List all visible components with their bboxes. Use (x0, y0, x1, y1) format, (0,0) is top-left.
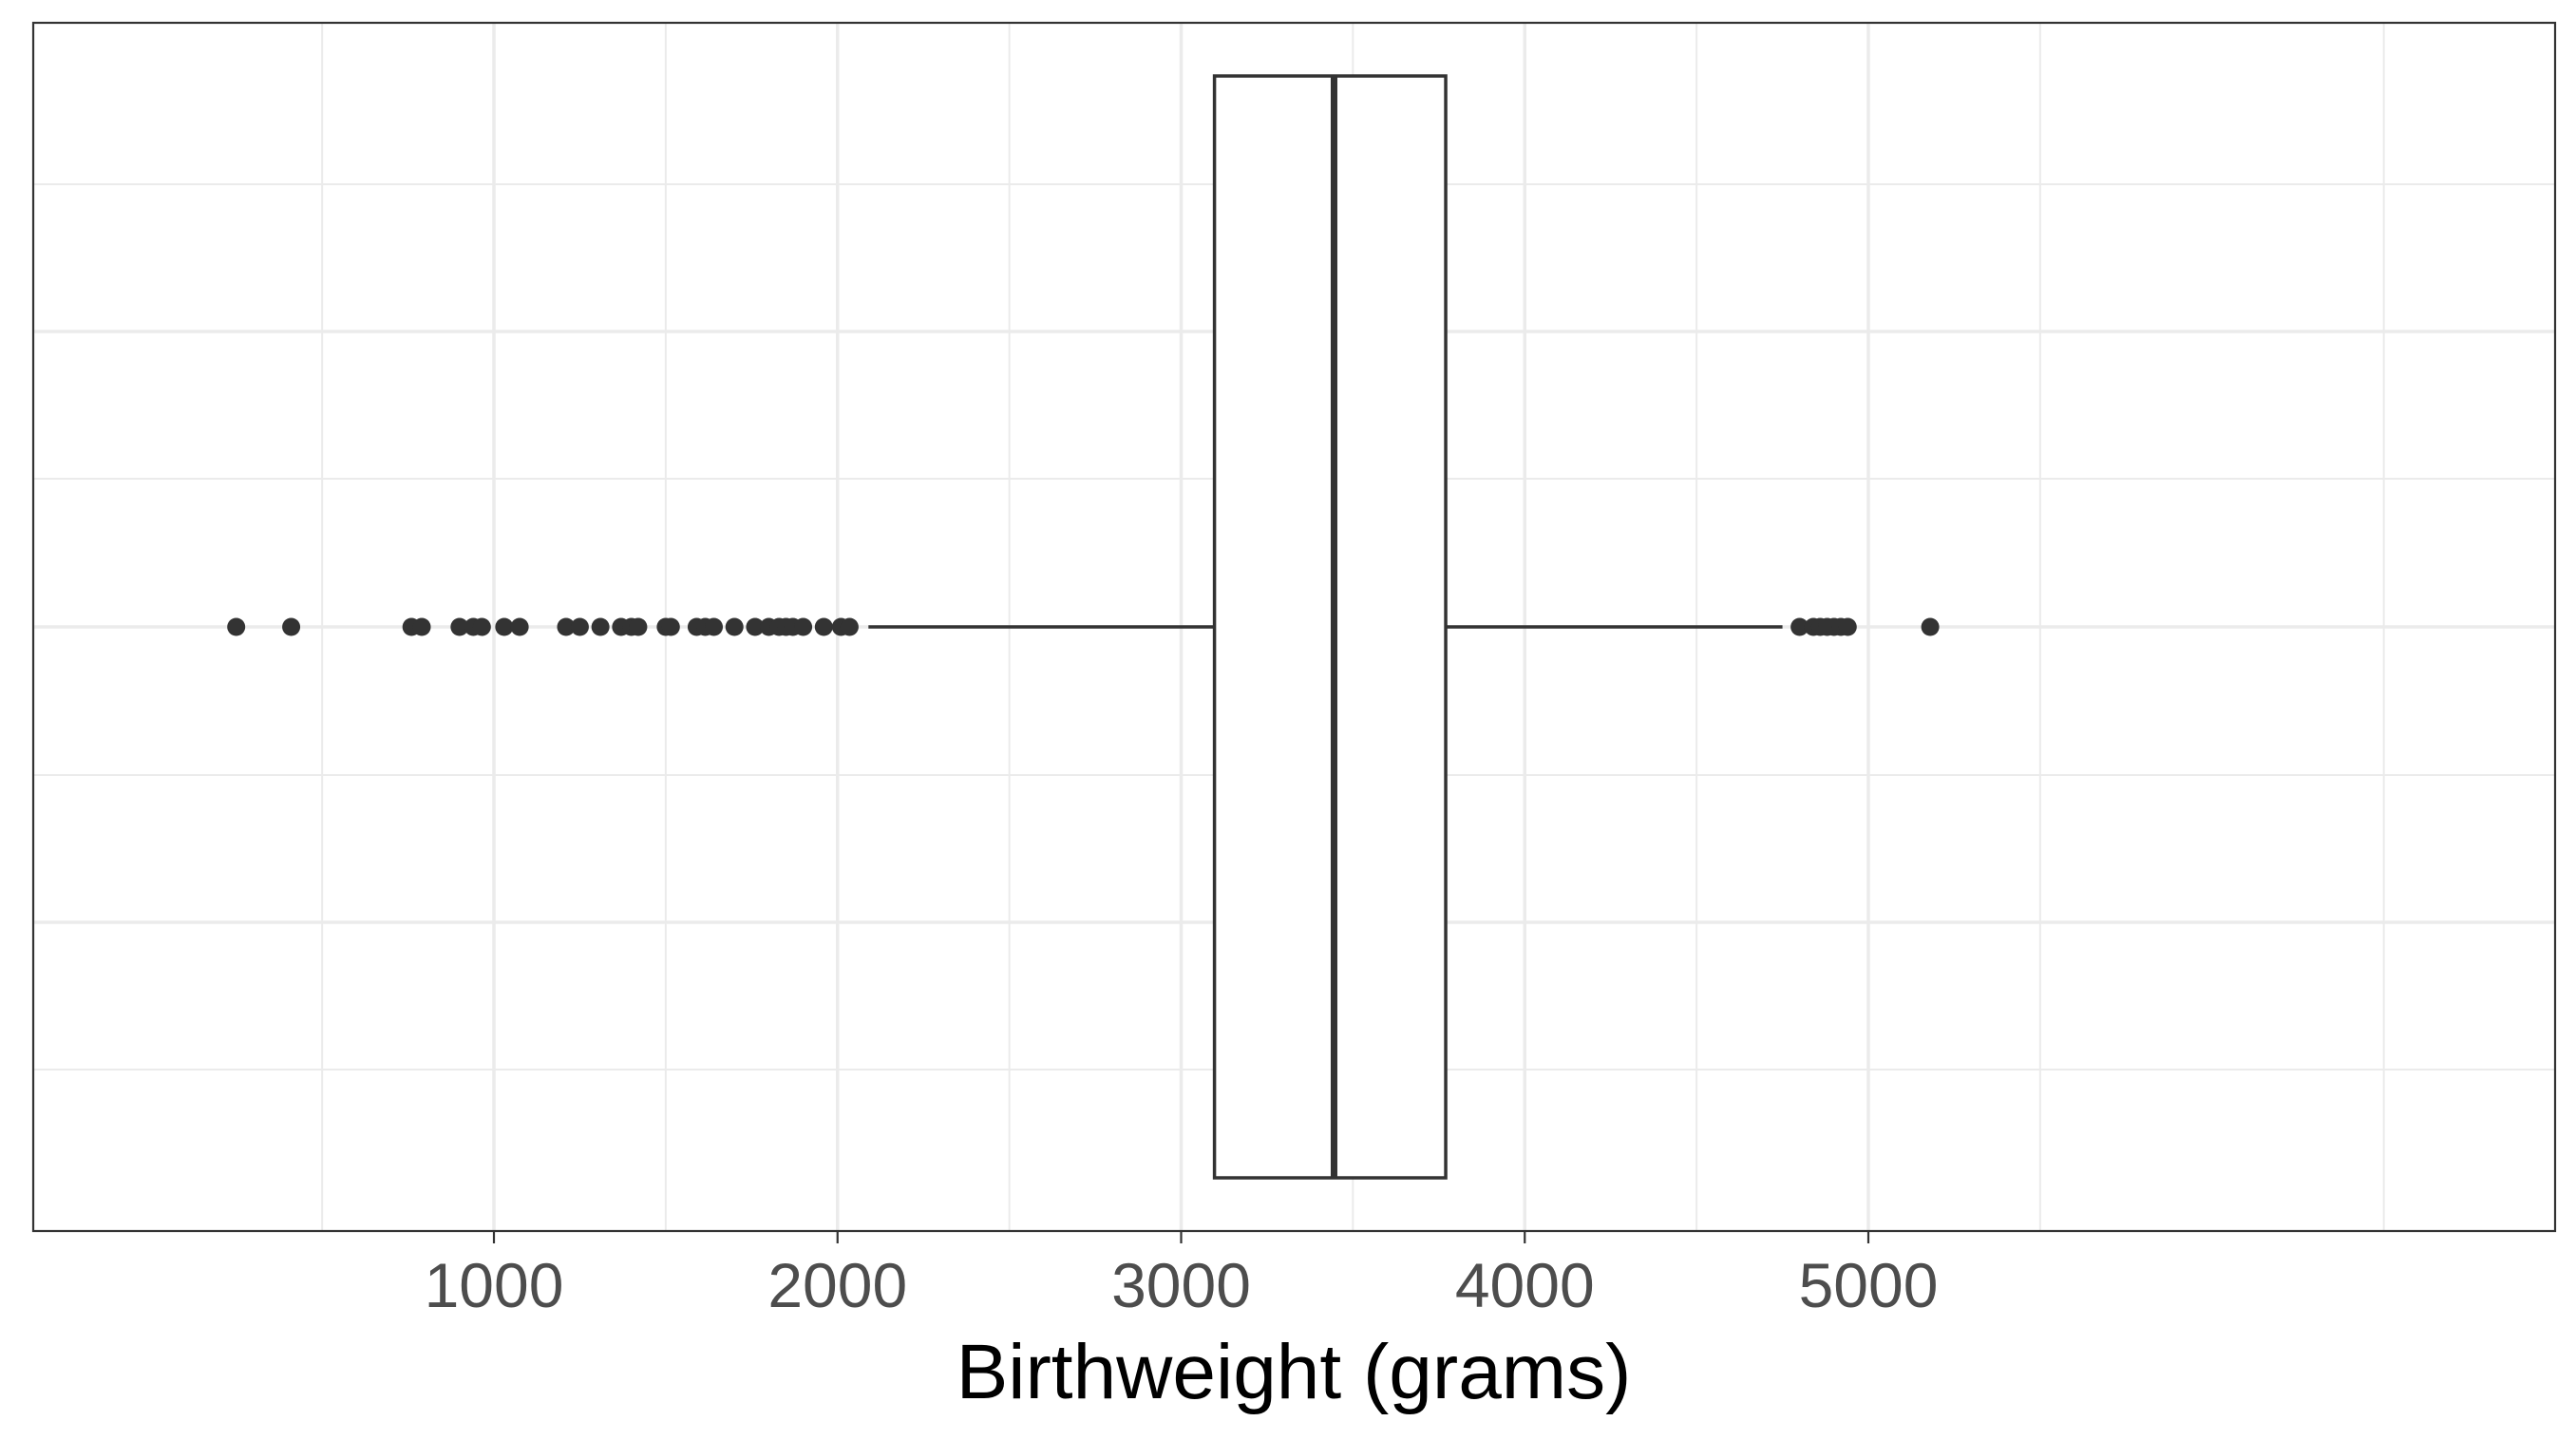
x-axis: 1000 2000 3000 4000 5000 (425, 1231, 1939, 1320)
outlier-point (725, 617, 744, 636)
outlier-point (629, 617, 648, 636)
box-group (868, 74, 1783, 1180)
x-tick-label: 2000 (767, 1250, 907, 1320)
panel-border (31, 21, 2557, 1233)
outlier-point (282, 617, 301, 636)
outlier-point (840, 617, 859, 636)
outlier-point (661, 617, 680, 636)
outlier-point (591, 617, 610, 636)
outlier-point (227, 617, 246, 636)
outlier-point (450, 617, 469, 636)
x-tick-label: 1000 (425, 1250, 564, 1320)
outlier-point (510, 617, 529, 636)
x-tick-label: 3000 (1111, 1250, 1251, 1320)
outlier-point (495, 617, 514, 636)
outlier-point (814, 617, 833, 636)
outlier-point (1838, 617, 1857, 636)
outlier-point (1921, 617, 1940, 636)
outlier-point (746, 617, 765, 636)
interquartile-box (1212, 74, 1448, 1180)
x-tick-label: 4000 (1455, 1250, 1595, 1320)
x-tick-label: 5000 (1799, 1250, 1939, 1320)
outlier-points (227, 617, 1940, 636)
outlier-point (1790, 617, 1809, 636)
outlier-point (705, 617, 724, 636)
x-axis-title: Birthweight (grams) (957, 1329, 1632, 1415)
outlier-point (794, 617, 813, 636)
outlier-point (472, 617, 491, 636)
outlier-point (557, 617, 576, 636)
outlier-point (570, 617, 589, 636)
outlier-point (412, 617, 431, 636)
